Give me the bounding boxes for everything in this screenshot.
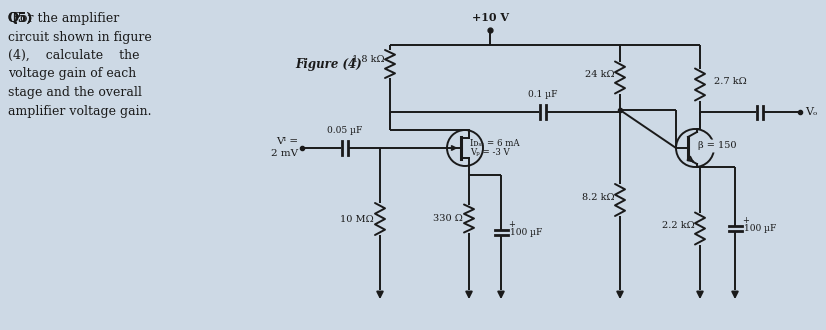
Text: +: + (743, 216, 749, 225)
Text: Q5): Q5) (8, 12, 34, 25)
Text: Q5): Q5) (8, 12, 34, 25)
Text: Vᴵ =: Vᴵ = (276, 138, 298, 147)
Text: +10 V: +10 V (472, 12, 509, 23)
Text: β = 150: β = 150 (698, 142, 737, 150)
Text: Vₚ = -3 V: Vₚ = -3 V (470, 148, 510, 156)
Text: Vₒ: Vₒ (805, 107, 817, 117)
Text: 100 µF: 100 µF (744, 224, 776, 233)
Text: For the amplifier
circuit shown in figure
(4),    calculate    the
voltage gain : For the amplifier circuit shown in figur… (8, 12, 152, 117)
Text: 0.05 µF: 0.05 µF (327, 126, 363, 135)
Text: 24 kΩ: 24 kΩ (586, 70, 615, 79)
Text: 10 MΩ: 10 MΩ (340, 214, 374, 223)
Text: 8.2 kΩ: 8.2 kΩ (582, 192, 615, 202)
Text: Figure (4): Figure (4) (295, 58, 362, 71)
Text: +: + (509, 220, 515, 229)
Text: 1.8 kΩ: 1.8 kΩ (353, 54, 385, 63)
Text: 330 Ω: 330 Ω (433, 214, 463, 223)
Text: 100 µF: 100 µF (510, 228, 543, 237)
Text: 0.1 µF: 0.1 µF (529, 90, 558, 99)
Text: 2.2 kΩ: 2.2 kΩ (662, 221, 695, 230)
Text: 2.7 kΩ: 2.7 kΩ (714, 77, 747, 86)
Text: 2 mV: 2 mV (271, 149, 298, 158)
Text: Iᴅₛₛ = 6 mA: Iᴅₛₛ = 6 mA (470, 140, 520, 148)
